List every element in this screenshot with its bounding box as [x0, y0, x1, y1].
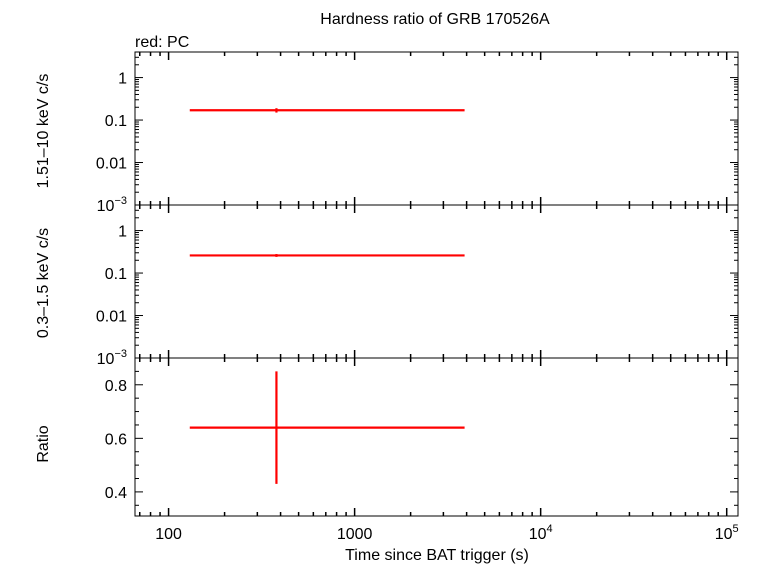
y-axis-label-soft: 0.3–1.5 keV c/s: [35, 228, 52, 338]
y-tick-label: 0.1: [105, 266, 127, 283]
chart-title: Hardness ratio of GRB 170526A: [320, 11, 550, 28]
panel-hard: 1 0.1 0.01 10−3 1.51–10 keV c/s: [35, 51, 739, 215]
y-tick-label: 10−3: [97, 348, 127, 368]
y-tick-label: 0.01: [96, 309, 127, 326]
y-tick-label: 0.4: [105, 485, 127, 502]
panel-ratio: 0.8 0.6 0.4 Ratio 100 1000 104 105: [35, 357, 739, 543]
panel-frame: [134, 357, 739, 517]
x-tick-label: 105: [715, 523, 739, 543]
x-tick-label: 104: [529, 523, 553, 543]
y-tick-label: 0.01: [96, 156, 127, 173]
y-tick-label: 1: [118, 71, 127, 88]
panel-soft: 1 0.1 0.01 10−3 0.3–1.5 keV c/s: [35, 204, 739, 368]
panel-frame: [134, 51, 739, 206]
y-tick-label: 0.8: [105, 378, 127, 395]
panel-frame: [134, 204, 739, 359]
x-tick-label: 100: [155, 526, 182, 543]
x-axis-label: Time since BAT trigger (s): [345, 547, 529, 564]
y-tick-label: 0.1: [105, 113, 127, 130]
y-tick-label: 0.6: [105, 431, 127, 448]
chart-subtitle: red: PC: [135, 34, 189, 51]
y-axis-label-ratio: Ratio: [35, 425, 52, 462]
y-tick-label: 1: [118, 224, 127, 241]
y-axis-label-hard: 1.51–10 keV c/s: [35, 74, 52, 189]
x-tick-label: 1000: [337, 526, 373, 543]
y-tick-label: 10−3: [97, 195, 127, 215]
